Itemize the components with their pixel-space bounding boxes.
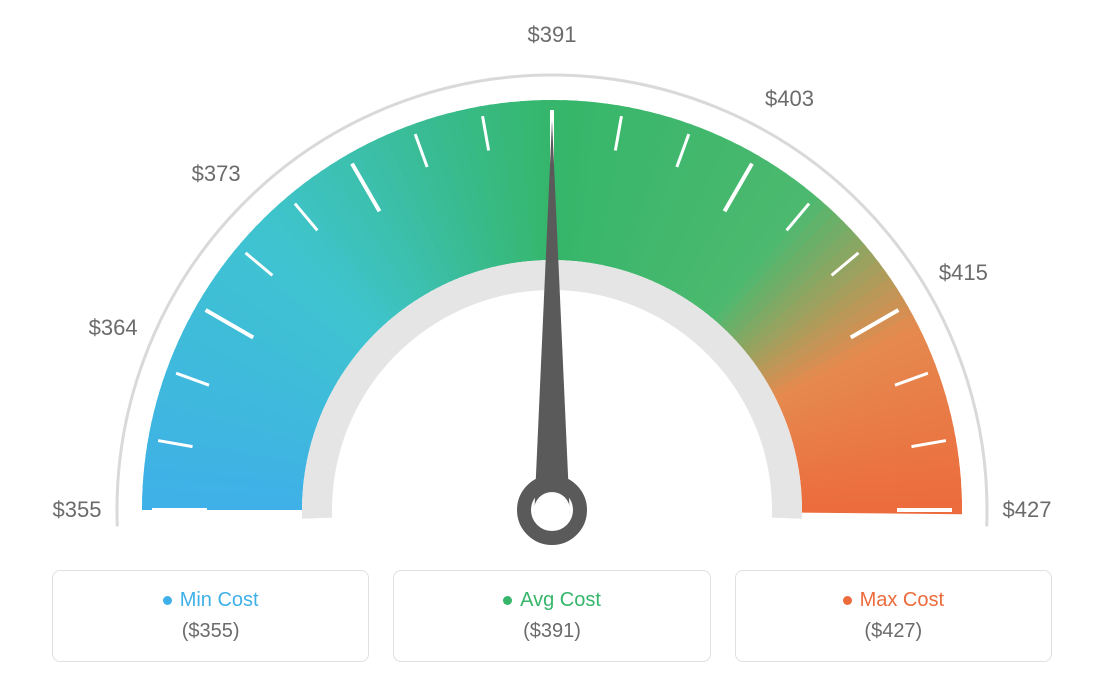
gauge-tick-label: $415 [939, 260, 988, 286]
gauge-tick-label: $391 [528, 22, 577, 48]
legend-title-avg: Avg Cost [503, 589, 601, 612]
gauge-svg [52, 10, 1052, 560]
legend-row: Min Cost ($355) Avg Cost ($391) Max Cost… [52, 570, 1052, 662]
legend-card-avg: Avg Cost ($391) [393, 570, 710, 662]
legend-card-min: Min Cost ($355) [52, 570, 369, 662]
cost-gauge: $355 $364 $373 $391 $403 $415 $427 [52, 10, 1052, 560]
gauge-tick-label: $364 [89, 315, 138, 341]
legend-title-min: Min Cost [163, 589, 259, 612]
legend-value-max: ($427) [746, 620, 1041, 643]
gauge-tick-label: $427 [1003, 497, 1052, 523]
gauge-tick-label: $403 [765, 86, 814, 112]
legend-card-max: Max Cost ($427) [735, 570, 1052, 662]
legend-title-max: Max Cost [843, 589, 944, 612]
legend-value-min: ($355) [63, 620, 358, 643]
gauge-tick-label: $355 [53, 497, 102, 523]
legend-value-avg: ($391) [404, 620, 699, 643]
gauge-tick-label: $373 [192, 161, 241, 187]
